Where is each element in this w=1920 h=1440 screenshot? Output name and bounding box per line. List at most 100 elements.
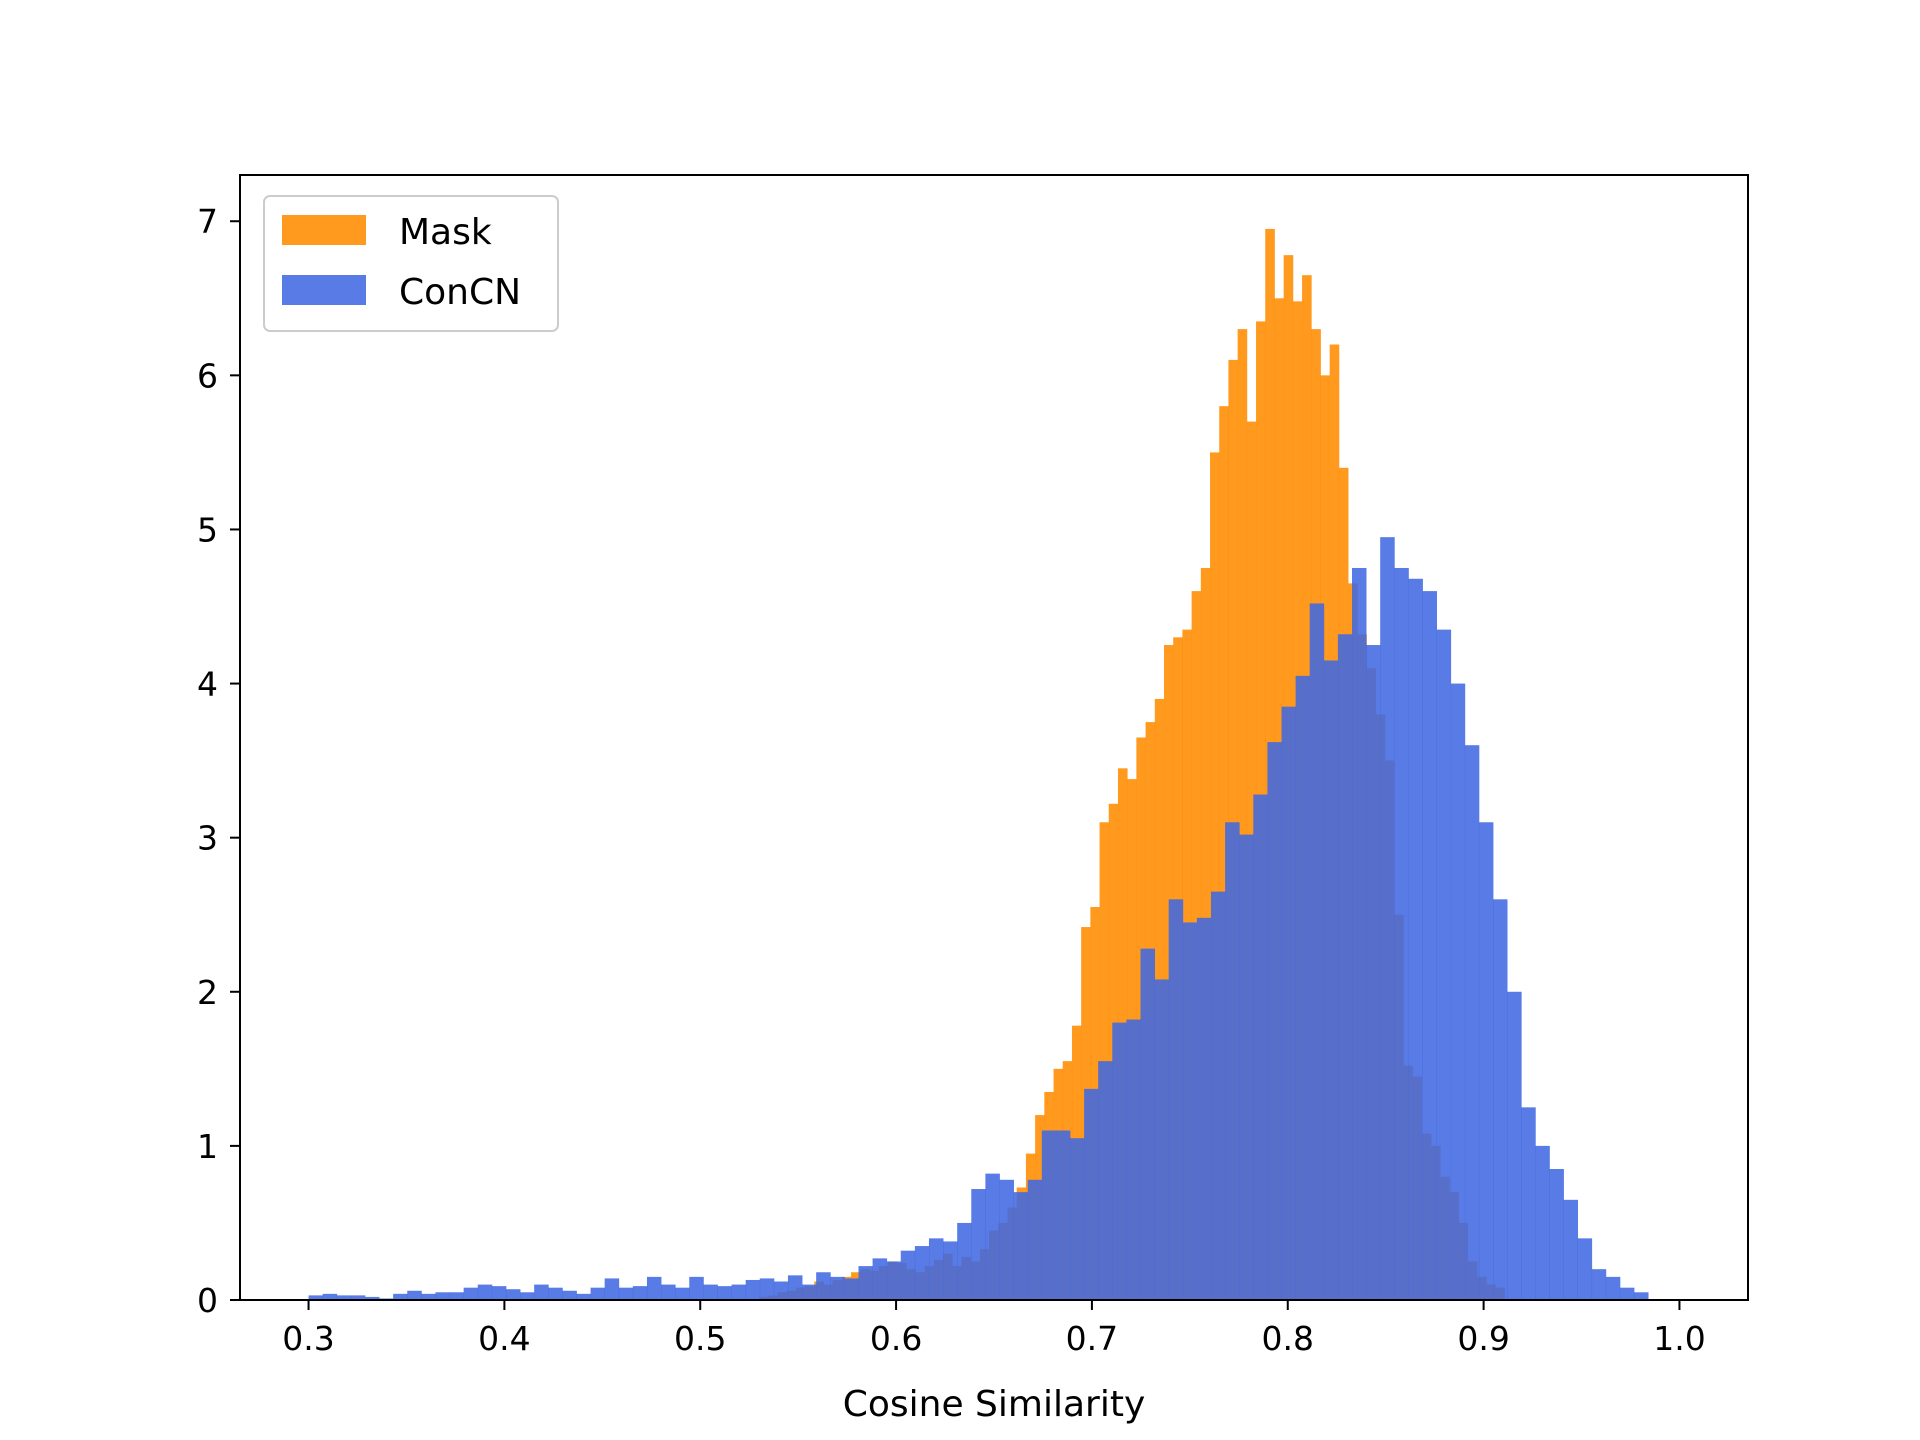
histogram-bar <box>1436 629 1452 1300</box>
histogram-bar <box>1013 1192 1029 1300</box>
histogram-bar <box>689 1276 704 1300</box>
histogram-bar <box>1295 675 1311 1300</box>
histogram-bar <box>1478 822 1494 1300</box>
histogram-bar <box>1182 922 1198 1300</box>
x-tick-label: 0.3 <box>282 1319 334 1358</box>
histogram-bar <box>1041 1130 1057 1300</box>
histogram-bar <box>858 1266 873 1300</box>
histogram-bar <box>1210 452 1220 1300</box>
histogram-bar <box>1237 329 1248 1300</box>
histogram-bar <box>703 1284 718 1300</box>
y-tick-label: 2 <box>197 973 218 1012</box>
y-tick-label: 3 <box>197 819 218 858</box>
y-tick-label: 4 <box>197 665 218 704</box>
histogram-bar <box>1253 794 1268 1300</box>
histogram-bar <box>1450 683 1466 1300</box>
y-tick-label: 7 <box>197 202 218 241</box>
x-tick-label: 1.0 <box>1653 1319 1705 1358</box>
histogram-bar <box>1084 1088 1099 1300</box>
histogram-bar <box>421 1293 436 1300</box>
histogram-bar <box>1027 1179 1043 1300</box>
histogram-bar <box>1521 1107 1536 1300</box>
histogram-bar <box>604 1278 620 1300</box>
histogram-bar <box>1337 634 1353 1300</box>
plot-frame <box>239 174 1749 1301</box>
legend-swatch-mask <box>282 215 366 245</box>
histogram-bar <box>1422 591 1438 1300</box>
histogram-bar <box>1380 537 1395 1300</box>
histogram-bar <box>364 1296 380 1300</box>
y-tick-label: 0 <box>197 1281 218 1320</box>
histogram-bar <box>816 1272 831 1300</box>
x-tick-label: 0.4 <box>478 1319 530 1358</box>
histogram-bar <box>576 1293 591 1300</box>
histogram-bar <box>336 1295 352 1300</box>
histogram-bar <box>731 1284 747 1300</box>
histogram-bar <box>590 1287 606 1300</box>
x-tick-label: 0.6 <box>870 1319 922 1358</box>
legend-swatch-concn <box>282 275 366 305</box>
y-tick-label: 5 <box>197 510 218 549</box>
histogram-bar <box>1619 1287 1635 1300</box>
histogram-bar <box>971 1189 986 1300</box>
histogram-bar <box>1055 1130 1071 1300</box>
histogram-bar <box>943 1241 958 1300</box>
histogram-bar <box>661 1284 676 1300</box>
histogram-bar <box>618 1287 634 1300</box>
histogram-bar <box>1140 948 1155 1300</box>
histogram-bar <box>914 1246 930 1300</box>
series-concn <box>308 537 1649 1300</box>
histogram-bar <box>928 1238 944 1300</box>
histogram-bar <box>1464 745 1480 1300</box>
histogram-bar <box>1196 917 1212 1300</box>
histogram-bar <box>632 1286 648 1300</box>
histogram-bar <box>1168 899 1184 1300</box>
histogram-bar <box>985 1173 1000 1300</box>
x-axis-label: Cosine Similarity <box>843 1384 1146 1425</box>
histogram-bar <box>773 1281 789 1300</box>
histogram-bar <box>1211 891 1226 1300</box>
histogram-bar <box>900 1250 916 1300</box>
histogram-bar <box>1225 822 1240 1300</box>
histogram-bar <box>675 1287 690 1300</box>
histogram-bar <box>872 1258 888 1300</box>
histogram-bar <box>1535 1145 1550 1300</box>
histogram-bar <box>407 1290 422 1300</box>
axes-layer: 0.3 0.4 0.5 0.6 0.7 0.8 0.9 1.0 0 1 2 3 4 5 6 7 <box>197 202 1706 1358</box>
histogram-bar <box>1634 1292 1649 1300</box>
histogram-bar <box>1507 991 1522 1300</box>
histogram-bar <box>1309 603 1325 1300</box>
histogram-bar <box>802 1284 817 1300</box>
y-tick-label: 6 <box>197 356 218 395</box>
histogram-bar <box>1352 567 1367 1300</box>
histogram-bar <box>477 1284 493 1300</box>
x-tick-label: 0.8 <box>1262 1319 1314 1358</box>
y-tick-label: 1 <box>197 1127 218 1166</box>
histogram-bar <box>830 1276 845 1300</box>
histogram-bar <box>505 1289 521 1300</box>
histogram-bar <box>1112 1022 1127 1300</box>
histogram-bar <box>787 1275 803 1300</box>
histogram-bar <box>393 1293 408 1300</box>
histogram-bar <box>548 1287 563 1300</box>
x-tick-label: 0.7 <box>1066 1319 1118 1358</box>
histogram-bar <box>322 1293 338 1300</box>
histogram-bar <box>562 1290 577 1300</box>
histogram-bar <box>1549 1169 1564 1300</box>
x-tick-label: 0.5 <box>674 1319 726 1358</box>
histogram-bar <box>520 1292 535 1300</box>
histogram-bar <box>350 1295 366 1300</box>
histogram-bar <box>957 1222 972 1300</box>
histogram-bar <box>491 1286 507 1300</box>
histogram-bar <box>435 1292 450 1300</box>
histogram-bar <box>463 1287 479 1300</box>
histogram-bar <box>1563 1199 1579 1300</box>
histogram-bar <box>717 1286 732 1300</box>
histogram-bar <box>999 1179 1014 1300</box>
histogram-bar <box>1069 1138 1085 1300</box>
histogram-bar <box>745 1279 761 1300</box>
x-tick-label: 0.9 <box>1457 1319 1509 1358</box>
legend-label-mask: Mask <box>399 212 492 253</box>
histogram-bar <box>1408 578 1423 1300</box>
